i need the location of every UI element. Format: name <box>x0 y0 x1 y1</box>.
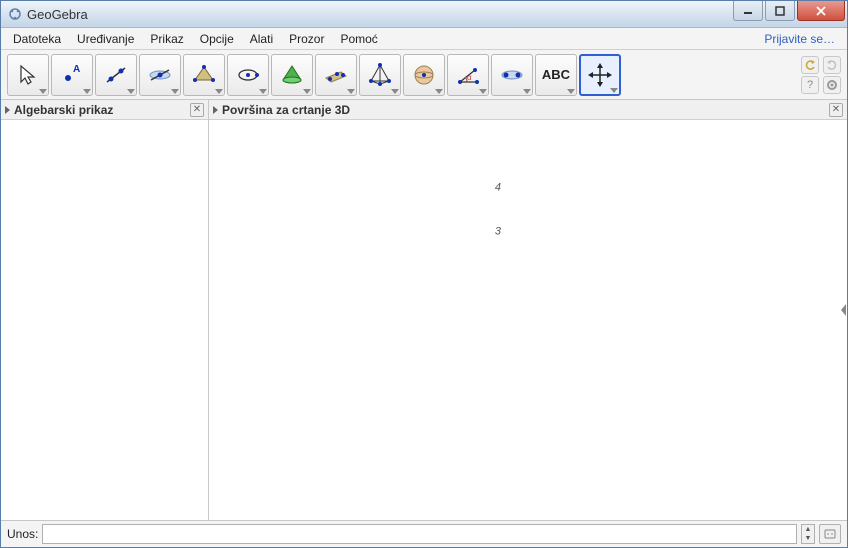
algebra-panel: Algebarski prikaz ✕ <box>1 100 209 520</box>
graphics3d-panel: Površina za crtanje 3D ✕ -4-3-2-11234-4-… <box>209 100 847 520</box>
window-title: GeoGebra <box>27 7 733 22</box>
cone-tool[interactable] <box>271 54 313 96</box>
svg-text:A: A <box>73 64 80 75</box>
sphere-tool[interactable] <box>403 54 445 96</box>
transform-tool[interactable] <box>491 54 533 96</box>
panel-collapse-icon[interactable] <box>213 106 218 114</box>
point-tool[interactable]: A <box>51 54 93 96</box>
algebra-panel-body[interactable] <box>1 120 208 520</box>
algebra-panel-close[interactable]: ✕ <box>190 103 204 117</box>
graphics3d-panel-close[interactable]: ✕ <box>829 103 843 117</box>
close-button[interactable] <box>797 1 845 21</box>
translate-view-tool[interactable] <box>579 54 621 96</box>
graphics3d-view[interactable]: -4-3-2-11234-4-3-2-112341234-10 <box>209 120 847 520</box>
polygon-tool[interactable] <box>183 54 225 96</box>
input-help-button[interactable] <box>819 524 841 544</box>
menu-uredivanje[interactable]: Uređivanje <box>69 30 142 48</box>
input-stepper[interactable]: ▲▼ <box>801 524 815 544</box>
maximize-button[interactable] <box>765 1 795 21</box>
input-label: Unos: <box>7 527 38 541</box>
svg-text:α: α <box>467 73 472 82</box>
settings-button[interactable] <box>823 76 841 94</box>
text-tool[interactable]: ABC <box>535 54 577 96</box>
redo-button[interactable] <box>823 56 841 74</box>
menu-prikaz[interactable]: Prikaz <box>142 30 191 48</box>
menu-datoteka[interactable]: Datoteka <box>5 30 69 48</box>
toolbar: A α ABC ? <box>1 50 847 100</box>
menu-prozor[interactable]: Prozor <box>281 30 332 48</box>
circle-tool[interactable] <box>227 54 269 96</box>
menubar: Datoteka Uređivanje Prikaz Opcije Alati … <box>1 28 847 50</box>
move-tool[interactable] <box>7 54 49 96</box>
menu-opcije[interactable]: Opcije <box>192 30 242 48</box>
menu-alati[interactable]: Alati <box>242 30 281 48</box>
input-bar: Unos: ▲▼ <box>1 521 847 547</box>
graphics3d-panel-title: Površina za crtanje 3D <box>222 103 829 117</box>
command-input[interactable] <box>42 524 797 544</box>
line-tool[interactable] <box>95 54 137 96</box>
titlebar: GeoGebra <box>1 1 847 28</box>
graphics3d-canvas[interactable]: -4-3-2-11234-4-3-2-112341234-10 <box>209 120 509 270</box>
pyramid-tool[interactable] <box>359 54 401 96</box>
panel-collapse-icon[interactable] <box>5 106 10 114</box>
menu-pomoc[interactable]: Pomoć <box>332 30 385 48</box>
signin-link[interactable]: Prijavite se… <box>756 30 843 48</box>
algebra-panel-title: Algebarski prikaz <box>14 103 190 117</box>
svg-text:3: 3 <box>495 225 502 237</box>
side-panel-toggle[interactable] <box>839 301 847 319</box>
help-button[interactable]: ? <box>801 76 819 94</box>
app-icon <box>7 6 23 22</box>
undo-button[interactable] <box>801 56 819 74</box>
plane-tool[interactable] <box>315 54 357 96</box>
perpendicular-tool[interactable] <box>139 54 181 96</box>
minimize-button[interactable] <box>733 1 763 21</box>
angle-tool[interactable]: α <box>447 54 489 96</box>
svg-text:4: 4 <box>495 181 501 193</box>
